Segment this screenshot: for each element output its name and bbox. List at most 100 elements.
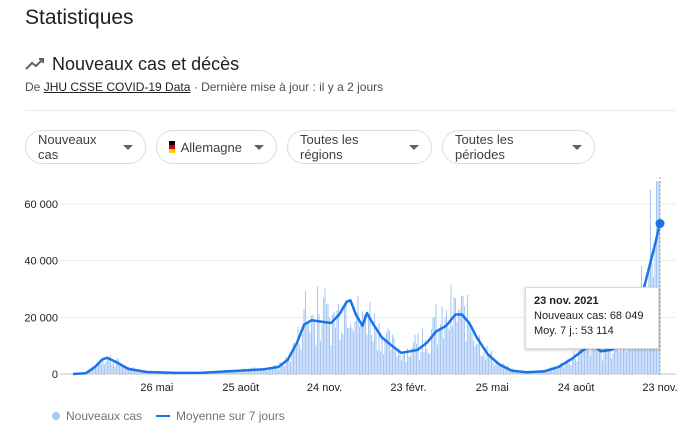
legend-bars-label: Nouveaux cas	[66, 409, 143, 423]
case-bar	[594, 342, 596, 374]
case-bar	[279, 361, 281, 374]
case-bar	[370, 334, 373, 374]
case-bar	[316, 286, 319, 374]
case-bar	[573, 351, 575, 374]
case-bar	[471, 333, 473, 374]
case-bar	[387, 327, 389, 374]
case-bar	[307, 321, 310, 374]
case-bar	[612, 353, 614, 374]
case-bar	[544, 371, 547, 374]
case-bar	[564, 365, 566, 374]
case-bar	[288, 355, 290, 374]
case-bar	[604, 335, 607, 374]
case-bar	[147, 372, 149, 374]
case-bar	[412, 342, 415, 374]
case-bar	[133, 370, 136, 374]
case-bar	[477, 343, 479, 374]
case-bar	[421, 328, 424, 374]
case-bar	[436, 344, 439, 374]
case-bar	[358, 326, 361, 374]
case-bar	[333, 311, 335, 374]
case-bar	[310, 315, 313, 374]
case-bar	[346, 327, 349, 374]
case-bar	[102, 360, 104, 374]
case-bar	[418, 359, 421, 374]
case-bar	[129, 367, 131, 374]
x-tick-label: 24 août	[558, 382, 595, 394]
source-line: De JHU CSSE COVID-19 Data · Dernière mis…	[25, 80, 383, 94]
case-bar	[582, 341, 584, 374]
legend-line-label: Moyenne sur 7 jours	[176, 409, 285, 423]
case-bar	[334, 327, 337, 374]
case-bar	[457, 309, 460, 374]
case-bar	[409, 356, 412, 374]
case-bar	[256, 370, 259, 374]
case-bar	[592, 336, 595, 374]
case-bar	[261, 367, 263, 374]
country-dropdown-label: Allemagne	[180, 139, 242, 155]
case-bar	[231, 371, 233, 374]
case-bar	[586, 337, 589, 374]
case-bar	[543, 372, 545, 374]
case-bar	[417, 333, 419, 374]
case-bar	[312, 314, 314, 374]
case-bar	[226, 372, 229, 374]
metric-dropdown[interactable]: Nouveaux cas	[25, 130, 146, 164]
case-bar	[360, 323, 362, 374]
case-bar	[423, 351, 425, 374]
case-bar	[555, 367, 557, 374]
case-bar	[366, 334, 368, 374]
case-bar	[415, 343, 418, 374]
case-bar	[657, 181, 659, 374]
case-bar	[150, 372, 152, 374]
case-bar	[547, 371, 550, 374]
case-bar	[280, 365, 283, 374]
case-bar	[364, 317, 367, 374]
case-bar	[262, 369, 265, 374]
case-bar	[618, 351, 620, 374]
case-bar	[361, 311, 364, 374]
case-bar	[432, 317, 434, 374]
case-bar	[558, 366, 560, 374]
case-bar	[624, 335, 626, 374]
region-dropdown-label: Toutes les régions	[300, 132, 359, 162]
country-dropdown[interactable]: Allemagne	[156, 130, 277, 164]
case-bar	[450, 284, 452, 374]
case-bar	[238, 371, 241, 374]
case-bar	[591, 331, 593, 374]
case-bar	[124, 365, 127, 374]
case-bar	[357, 296, 359, 374]
case-bar	[637, 333, 640, 374]
case-bar	[553, 367, 556, 374]
case-bar	[468, 322, 470, 374]
case-bar	[96, 367, 98, 374]
case-bar	[603, 339, 605, 374]
germany-flag-icon	[169, 140, 175, 154]
region-dropdown[interactable]: Toutes les régions	[287, 130, 432, 164]
case-bar	[478, 335, 481, 374]
case-bar	[484, 359, 487, 374]
case-bar	[139, 372, 142, 374]
case-bar	[574, 359, 577, 374]
case-bar	[121, 365, 124, 374]
case-bar	[448, 329, 451, 374]
case-bar	[106, 358, 109, 374]
case-bar	[325, 304, 328, 374]
case-bar	[303, 309, 305, 374]
legend-item-bars: Nouveaux cas	[52, 409, 142, 423]
case-bar	[216, 372, 218, 374]
case-bar	[268, 367, 271, 374]
case-bar	[114, 366, 116, 374]
case-bar	[298, 344, 301, 374]
case-bar	[315, 344, 317, 374]
case-bar	[613, 346, 616, 374]
case-bar	[606, 335, 608, 374]
period-dropdown[interactable]: Toutes les périodes	[442, 130, 595, 164]
case-bar	[619, 339, 622, 374]
case-bar	[451, 326, 454, 374]
case-bar	[318, 313, 320, 374]
case-bar	[508, 371, 511, 374]
source-link[interactable]: JHU CSSE COVID-19 Data	[43, 80, 191, 94]
case-bar	[585, 345, 587, 374]
case-bar	[420, 351, 422, 374]
